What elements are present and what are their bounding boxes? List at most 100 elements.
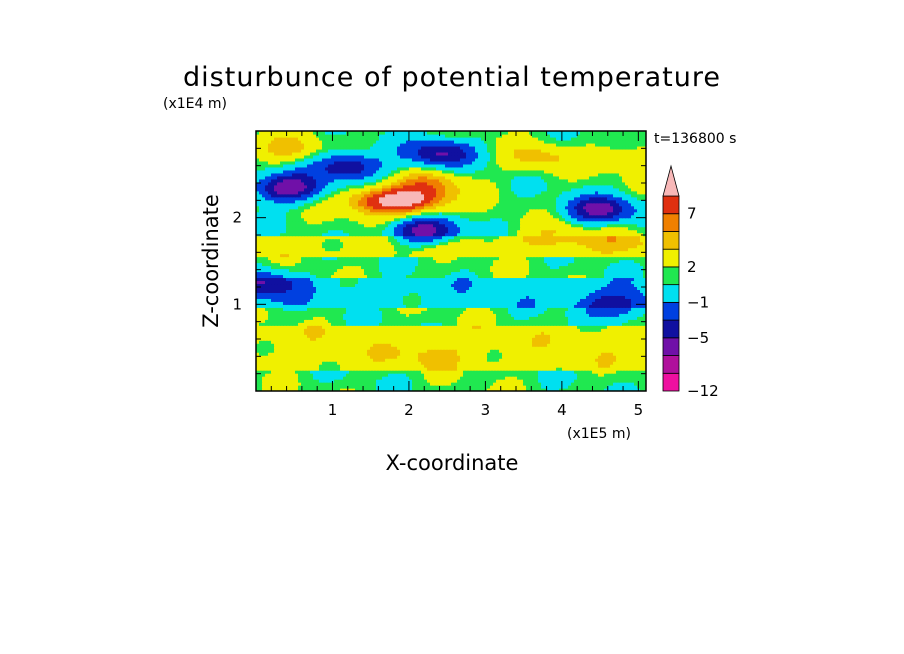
heatmap-cell (289, 379, 293, 383)
heatmap-cell (487, 325, 491, 329)
heatmap-cell (586, 319, 590, 323)
heatmap-cell (340, 364, 344, 368)
heatmap-cell (559, 343, 563, 347)
heatmap-cell (640, 280, 644, 285)
heatmap-cell (388, 355, 392, 359)
heatmap-cell (274, 334, 278, 338)
heatmap-cell (412, 367, 416, 371)
heatmap-cell (607, 292, 611, 296)
heatmap-cell (307, 346, 311, 350)
heatmap-cell (370, 286, 374, 290)
heatmap-cell (361, 277, 365, 282)
heatmap-cell (271, 340, 275, 344)
heatmap-cell (415, 325, 419, 329)
heatmap-cell (334, 313, 338, 317)
heatmap-cell (307, 343, 311, 347)
heatmap-cell (382, 319, 386, 323)
heatmap-cell (625, 337, 629, 341)
heatmap-cell (619, 337, 623, 341)
heatmap-cell (331, 283, 335, 287)
heatmap-cell (382, 280, 386, 285)
heatmap-cell (439, 373, 443, 377)
heatmap-cell (469, 283, 473, 287)
heatmap-cell (331, 340, 335, 344)
heatmap-cell (346, 310, 350, 314)
heatmap-cell (484, 352, 488, 356)
heatmap-cell (274, 298, 278, 302)
heatmap-cell (490, 379, 494, 383)
heatmap-cell (535, 388, 539, 391)
heatmap-cell (586, 307, 590, 311)
heatmap-cell (493, 283, 497, 287)
heatmap-cell (307, 337, 311, 341)
heatmap-cell (508, 346, 512, 350)
heatmap-cell (325, 286, 329, 290)
heatmap-cell (466, 337, 470, 341)
heatmap-cell (457, 280, 461, 285)
heatmap-cell (583, 370, 587, 374)
heatmap-cell (370, 322, 374, 326)
heatmap-cell (301, 277, 305, 282)
heatmap-cell (640, 331, 644, 335)
heatmap-cell (466, 295, 470, 299)
heatmap-cell (313, 364, 317, 368)
heatmap-cell (595, 340, 599, 344)
heatmap-cell (328, 277, 332, 282)
heatmap-cell (586, 388, 590, 391)
heatmap-cell (400, 328, 404, 332)
heatmap-cell (643, 382, 646, 386)
heatmap-cell (610, 334, 614, 338)
heatmap-cell (544, 316, 548, 320)
heatmap-cell (616, 298, 620, 302)
heatmap-cell (331, 325, 335, 329)
heatmap-cell (310, 352, 314, 356)
heatmap-cell (541, 298, 545, 302)
heatmap-cell (562, 301, 566, 305)
heatmap-cell (454, 373, 458, 377)
heatmap-cell (382, 292, 386, 296)
heatmap-cell (520, 286, 524, 290)
heatmap-cell (307, 382, 311, 386)
heatmap-cell (574, 325, 578, 329)
heatmap-cell (595, 337, 599, 341)
heatmap-cell (442, 292, 446, 296)
heatmap-cell (610, 343, 614, 347)
heatmap-cell (595, 319, 599, 323)
heatmap-cell (430, 361, 434, 365)
heatmap-cell (295, 274, 299, 279)
heatmap-cell (301, 367, 305, 371)
heatmap-cell (583, 313, 587, 317)
heatmap-cell (514, 364, 518, 368)
heatmap-cell (262, 337, 266, 341)
heatmap-cell (334, 328, 338, 332)
heatmap-cell (283, 301, 287, 305)
heatmap-cell (553, 337, 557, 341)
heatmap-cell (292, 367, 296, 371)
heatmap-cell (634, 355, 638, 359)
heatmap-cell (340, 340, 344, 344)
heatmap-cell (472, 316, 476, 320)
heatmap-cell (553, 370, 557, 374)
heatmap-cell (322, 274, 326, 279)
heatmap-cell (487, 310, 491, 314)
heatmap-cell (628, 364, 632, 368)
heatmap-cell (631, 304, 635, 308)
heatmap-cell (517, 382, 521, 386)
heatmap-cell (547, 337, 551, 341)
heatmap-cell (559, 325, 563, 329)
heatmap-cell (577, 343, 581, 347)
heatmap-cell (277, 364, 281, 368)
heatmap-cell (424, 373, 428, 377)
heatmap-cell (361, 322, 365, 326)
heatmap-cell (268, 364, 272, 368)
heatmap-cell (457, 292, 461, 296)
heatmap-cell (325, 316, 329, 320)
heatmap-cell (391, 346, 395, 350)
heatmap-cell (400, 298, 404, 302)
heatmap-cell (265, 337, 269, 341)
heatmap-cell (628, 325, 632, 329)
heatmap-cell (322, 346, 326, 350)
heatmap-cell (412, 301, 416, 305)
heatmap-cell (577, 373, 581, 377)
heatmap-cell (529, 310, 533, 314)
